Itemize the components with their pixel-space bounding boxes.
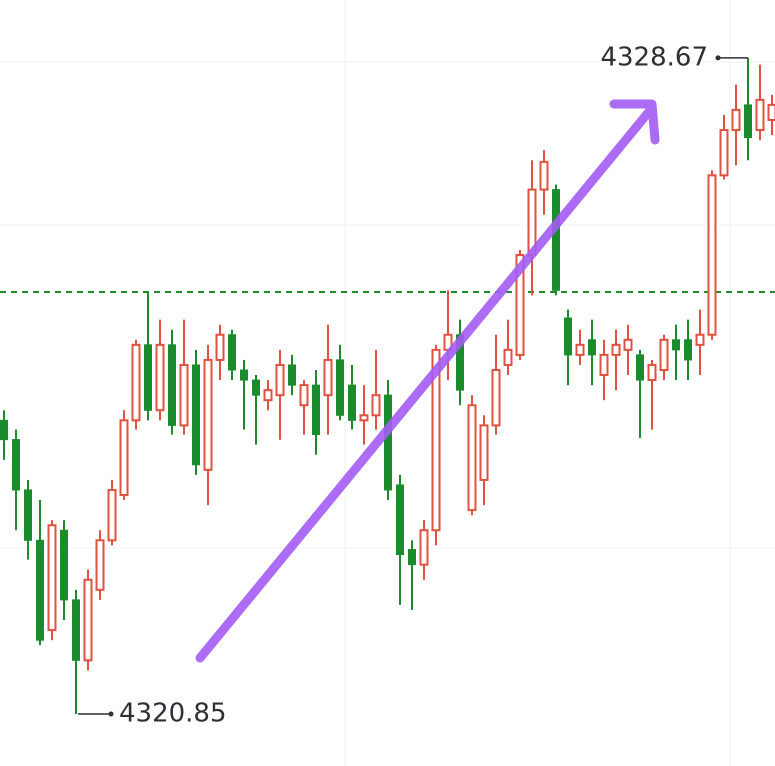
candle-body	[348, 384, 356, 421]
candle-body	[755, 98, 765, 132]
candle-body	[60, 529, 68, 601]
annotation-dot	[715, 55, 721, 61]
candle-body	[275, 363, 285, 397]
candle-body	[240, 369, 248, 381]
candle-body	[659, 338, 669, 371]
candle-body	[83, 578, 93, 662]
candle-body	[491, 368, 501, 427]
candle-body	[299, 384, 309, 407]
plot: 4328.67 4320.85	[0, 42, 775, 728]
candle-body	[24, 489, 32, 541]
candle-body	[215, 333, 225, 361]
candle-body	[192, 364, 200, 466]
candle-body	[95, 539, 105, 591]
candle-body	[119, 419, 129, 497]
candle-body	[312, 384, 320, 436]
candle-body	[396, 484, 404, 556]
candle-body	[552, 189, 560, 291]
candle-body	[12, 439, 20, 491]
candle-body	[144, 344, 152, 411]
candle-body	[36, 539, 44, 641]
candle-body	[599, 353, 609, 377]
candle-body	[695, 333, 705, 346]
candle-body	[719, 129, 729, 177]
trend-arrow	[195, 99, 660, 663]
candle-body	[288, 364, 296, 386]
candle-body	[431, 348, 441, 532]
candle-body	[467, 404, 477, 512]
candle-body	[336, 359, 344, 416]
candle-body	[107, 488, 117, 542]
candle-body	[744, 104, 752, 139]
candle-body	[384, 394, 392, 491]
candle-body	[203, 358, 213, 471]
candle-body	[47, 524, 57, 632]
candle-body	[479, 424, 489, 481]
candle-body	[623, 338, 633, 351]
candle-body	[168, 344, 176, 426]
candle-body	[611, 343, 621, 356]
annotation-label: 4320.85	[119, 698, 227, 728]
candle-body	[564, 317, 572, 356]
candle-body	[588, 339, 596, 356]
candle-body	[323, 358, 333, 397]
candle-body	[767, 103, 775, 121]
candle-body	[684, 339, 692, 361]
candle-body	[731, 108, 741, 132]
candle-body	[419, 529, 429, 566]
arrow-shaft	[195, 103, 657, 663]
candle-body	[647, 363, 657, 382]
candle-body	[371, 394, 381, 417]
candle-body	[263, 389, 273, 402]
candle-body	[72, 599, 80, 661]
candle-body	[503, 348, 513, 366]
candle-body	[131, 343, 141, 422]
candle-body	[155, 343, 165, 412]
annotation-dot	[108, 711, 114, 717]
candle-body	[515, 254, 525, 356]
candle-body	[252, 379, 260, 396]
candle-body	[359, 414, 369, 422]
candle-body	[179, 363, 189, 427]
candle-body	[707, 174, 717, 336]
candle-body	[636, 354, 644, 381]
annotation-label: 4328.67	[600, 42, 708, 72]
arrow-head	[609, 99, 660, 145]
candle-body	[672, 339, 680, 351]
candle-body	[539, 160, 549, 191]
candle-body	[0, 419, 8, 441]
candle-body	[228, 334, 236, 371]
candle-body	[575, 343, 585, 356]
candle-body	[408, 549, 416, 566]
